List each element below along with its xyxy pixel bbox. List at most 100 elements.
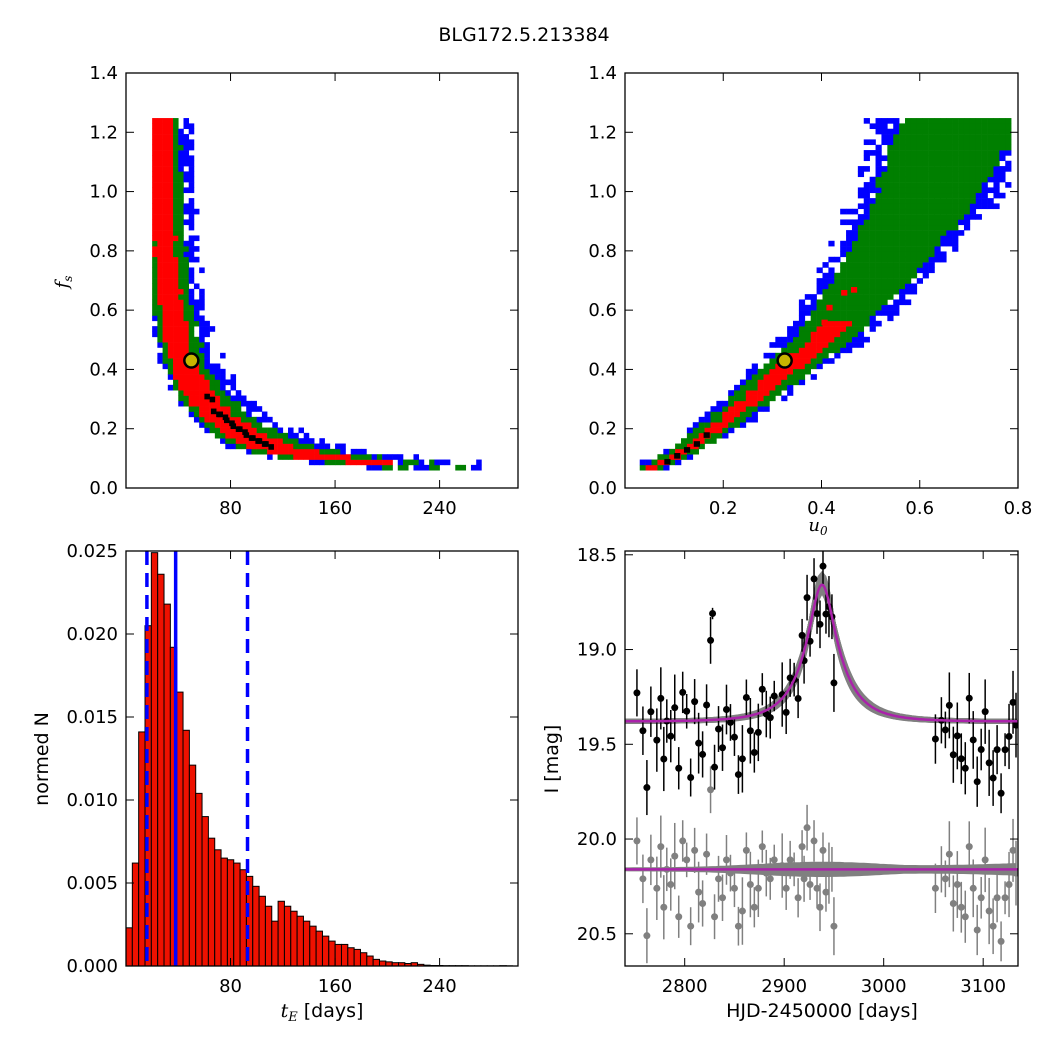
- heatmap-cell: [351, 460, 357, 466]
- heatmap-cell: [929, 150, 935, 156]
- heatmap-cell: [640, 465, 646, 471]
- heatmap-cell: [881, 294, 887, 300]
- heatmap-cell: [163, 326, 169, 332]
- heatmap-cell: [940, 123, 946, 129]
- heatmap-cell: [663, 465, 669, 471]
- heatmap-cell: [178, 337, 184, 343]
- heatmap-cell: [173, 273, 179, 279]
- heatmap-cell: [293, 444, 299, 450]
- heatmap-cell: [178, 177, 184, 183]
- heatmap-cell: [840, 267, 846, 273]
- hist-bar: [379, 961, 385, 966]
- heatmap-cell: [811, 347, 817, 353]
- hist-bar: [234, 863, 240, 966]
- heatmap-cell: [870, 123, 876, 129]
- hist-bar: [196, 793, 202, 966]
- heatmap-cell: [799, 364, 805, 370]
- heatmap-cell: [178, 198, 184, 204]
- heatmap-cell: [163, 145, 169, 151]
- heatmap-cell: [999, 155, 1005, 161]
- heatmap-cell: [982, 134, 988, 140]
- y-tick-label: 0.6: [588, 300, 617, 321]
- heatmap-cell: [152, 123, 158, 129]
- heatmap-cell: [687, 433, 693, 439]
- heatmap-cell: [876, 166, 882, 172]
- heatmap-cell: [173, 342, 179, 348]
- heatmap-cell: [293, 449, 299, 455]
- heatmap-cell: [163, 347, 169, 353]
- heatmap-cell: [876, 203, 882, 209]
- heatmap-cell: [799, 337, 805, 343]
- heatmap-cell: [905, 134, 911, 140]
- heatmap-cell: [940, 161, 946, 167]
- heatmap-cell: [178, 187, 184, 193]
- heatmap-cell: [911, 230, 917, 236]
- heatmap-cell: [881, 214, 887, 220]
- heatmap-cell: [173, 358, 179, 364]
- heatmap-cell: [864, 246, 870, 252]
- heatmap-cell: [858, 225, 864, 231]
- heatmap-cell: [958, 161, 964, 167]
- heatmap-cell: [319, 444, 325, 450]
- heatmap-cell: [834, 273, 840, 279]
- heatmap-cell: [876, 283, 882, 289]
- heatmap-cell: [852, 273, 858, 279]
- heatmap-cell: [905, 235, 911, 241]
- heatmap-cell: [740, 422, 746, 428]
- heatmap-cell: [189, 305, 195, 311]
- data-point: [703, 702, 710, 709]
- heatmap-cell: [251, 422, 257, 428]
- heatmap-cell: [858, 321, 864, 327]
- heatmap-cell: [178, 299, 184, 305]
- heatmap-cell: [793, 358, 799, 364]
- heatmap-cell: [189, 406, 195, 412]
- heatmap-cell: [455, 465, 461, 471]
- heatmap-cell: [168, 305, 174, 311]
- heatmap-cell: [173, 337, 179, 343]
- heatmap-cell: [964, 171, 970, 177]
- heatmap-cell: [173, 134, 179, 140]
- heatmap-cell: [178, 246, 184, 252]
- residual-point: [671, 853, 678, 860]
- heatmap-cell: [173, 198, 179, 204]
- heatmap-cell: [304, 433, 310, 439]
- heatmap-cell: [976, 118, 982, 124]
- heatmap-cell: [1005, 139, 1011, 145]
- heatmap-cell: [817, 267, 823, 273]
- heatmap-cell: [811, 353, 817, 359]
- heatmap-cell: [940, 214, 946, 220]
- heatmap-cell: [917, 139, 923, 145]
- residual-point: [683, 856, 690, 863]
- heatmap-cell: [189, 326, 195, 332]
- data-point: [759, 686, 766, 693]
- heatmap-cell: [958, 139, 964, 145]
- heatmap-cell: [999, 123, 1005, 129]
- heatmap-cell: [204, 417, 210, 423]
- heatmap-cell: [163, 353, 169, 359]
- heatmap-cell: [982, 161, 988, 167]
- heatmap-cell: [173, 321, 179, 327]
- heatmap-cell: [852, 230, 858, 236]
- heatmap-cell: [929, 155, 935, 161]
- heatmap-cell: [152, 150, 158, 156]
- x-tick-label: 2900: [761, 976, 807, 997]
- heatmap-cell: [970, 177, 976, 183]
- heatmap-cell: [1005, 150, 1011, 156]
- heatmap-cell: [899, 230, 905, 236]
- heatmap-cell: [840, 273, 846, 279]
- hist-bar: [151, 553, 157, 966]
- heatmap-cell: [870, 246, 876, 252]
- heatmap-cell: [351, 454, 357, 460]
- heatmap-cell: [946, 193, 952, 199]
- heatmap-cell: [330, 449, 336, 455]
- heatmap-cell: [157, 353, 163, 359]
- heatmap-cell: [163, 214, 169, 220]
- heatmap-cell: [811, 305, 817, 311]
- heatmap-cell: [923, 182, 929, 188]
- heatmap-cell: [946, 118, 952, 124]
- heatmap-cell: [199, 267, 205, 273]
- heatmap-cell: [970, 161, 976, 167]
- heatmap-cell: [999, 118, 1005, 124]
- heatmap-cell: [864, 182, 870, 188]
- heatmap-cell: [923, 235, 929, 241]
